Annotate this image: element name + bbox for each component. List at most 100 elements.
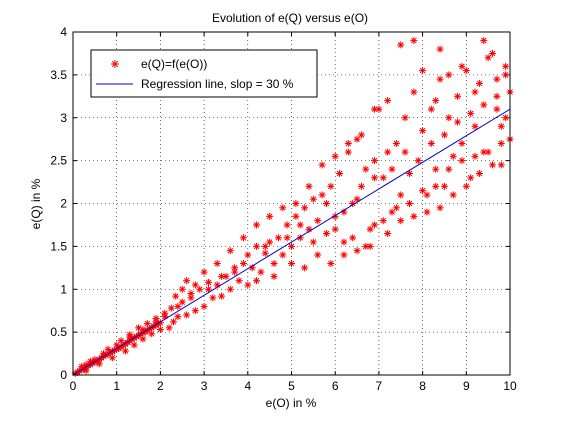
- data-point: [191, 307, 199, 315]
- data-point: [279, 204, 287, 212]
- data-point: [353, 135, 361, 143]
- data-point: [296, 221, 304, 229]
- data-point: [397, 217, 405, 225]
- data-point: [427, 139, 435, 147]
- data-point: [239, 260, 247, 268]
- data-point: [170, 318, 178, 326]
- data-point: [454, 92, 462, 100]
- data-point: [318, 161, 326, 169]
- data-point: [244, 251, 252, 259]
- x-tick-label: 5: [288, 379, 295, 393]
- data-point: [471, 122, 479, 130]
- legend-scatter-label: e(Q)=f(e(O)): [141, 57, 207, 71]
- data-point: [410, 37, 418, 45]
- data-point: [126, 333, 134, 341]
- chart-title: Evolution of e(Q) versus e(O): [212, 11, 368, 25]
- data-point: [187, 294, 195, 302]
- data-point: [279, 251, 287, 259]
- data-point: [414, 157, 422, 165]
- data-point: [432, 182, 440, 190]
- data-point: [292, 200, 300, 207]
- y-tick-label: 3.5: [50, 68, 67, 82]
- data-point: [257, 268, 265, 276]
- y-tick-label: 0: [60, 368, 67, 382]
- data-point: [165, 324, 173, 332]
- data-point: [484, 148, 492, 156]
- data-point: [436, 75, 444, 83]
- data-point: [480, 101, 488, 109]
- data-point: [458, 62, 466, 70]
- x-tick-label: 7: [376, 379, 383, 393]
- x-tick-label: 6: [332, 379, 339, 393]
- data-point: [204, 285, 212, 293]
- data-point: [322, 200, 330, 207]
- data-point: [475, 79, 483, 87]
- y-axis-ticks: 0 0.5 1 1.5 2 2.5 3 3.5 4: [50, 25, 510, 382]
- data-point: [283, 221, 291, 229]
- data-point: [231, 264, 239, 272]
- data-point: [156, 326, 164, 334]
- data-point: [458, 139, 466, 147]
- data-point: [113, 341, 121, 349]
- x-tick-label: 8: [419, 379, 426, 393]
- data-point: [172, 292, 180, 300]
- x-tick-label: 1: [113, 379, 120, 393]
- data-point: [454, 118, 462, 126]
- y-tick-label: 3: [60, 111, 67, 125]
- data-point: [388, 208, 396, 216]
- x-tick-label: 4: [244, 379, 251, 393]
- y-tick-label: 2.5: [50, 154, 67, 168]
- data-point: [143, 320, 151, 328]
- data-point: [353, 247, 361, 255]
- data-point: [423, 191, 431, 199]
- data-point: [366, 225, 374, 233]
- data-point: [261, 242, 269, 250]
- data-point: [371, 174, 379, 182]
- data-point: [379, 174, 387, 182]
- data-point: [314, 217, 322, 225]
- data-point: [471, 88, 479, 96]
- legend-scatter-marker: [111, 60, 119, 68]
- data-point: [283, 234, 291, 242]
- data-point: [357, 182, 365, 190]
- data-point: [392, 139, 400, 147]
- x-tick-label: 0: [70, 379, 77, 393]
- data-point: [432, 165, 440, 173]
- data-point: [235, 277, 243, 285]
- data-point: [419, 67, 427, 75]
- data-point: [340, 238, 348, 246]
- data-point: [104, 345, 112, 353]
- data-point: [178, 298, 186, 306]
- data-point: [327, 260, 335, 268]
- data-point: [371, 157, 379, 165]
- data-point: [108, 354, 116, 362]
- data-point: [178, 285, 186, 293]
- x-tick-label: 9: [463, 379, 470, 393]
- axes-box: [72, 31, 511, 376]
- legend-box: [90, 49, 318, 98]
- data-point: [467, 109, 475, 117]
- data-point: [130, 341, 138, 349]
- data-point: [288, 260, 295, 268]
- data-point: [371, 221, 379, 229]
- data-point: [401, 148, 409, 156]
- data-point: [484, 54, 492, 62]
- data-point: [497, 139, 505, 147]
- data-point: [432, 97, 440, 105]
- data-point: [344, 139, 352, 147]
- data-point: [436, 204, 444, 212]
- data-point: [362, 165, 370, 173]
- data-point: [493, 92, 501, 100]
- data-point: [475, 169, 483, 177]
- data-point: [384, 148, 392, 156]
- data-point: [353, 195, 361, 203]
- data-point: [458, 157, 466, 165]
- data-point: [405, 200, 413, 207]
- y-axis-label: e(Q) in %: [29, 178, 43, 229]
- data-point: [401, 114, 409, 122]
- data-point: [384, 230, 392, 238]
- data-point: [331, 152, 339, 160]
- data-point: [340, 208, 348, 216]
- data-point: [213, 260, 221, 268]
